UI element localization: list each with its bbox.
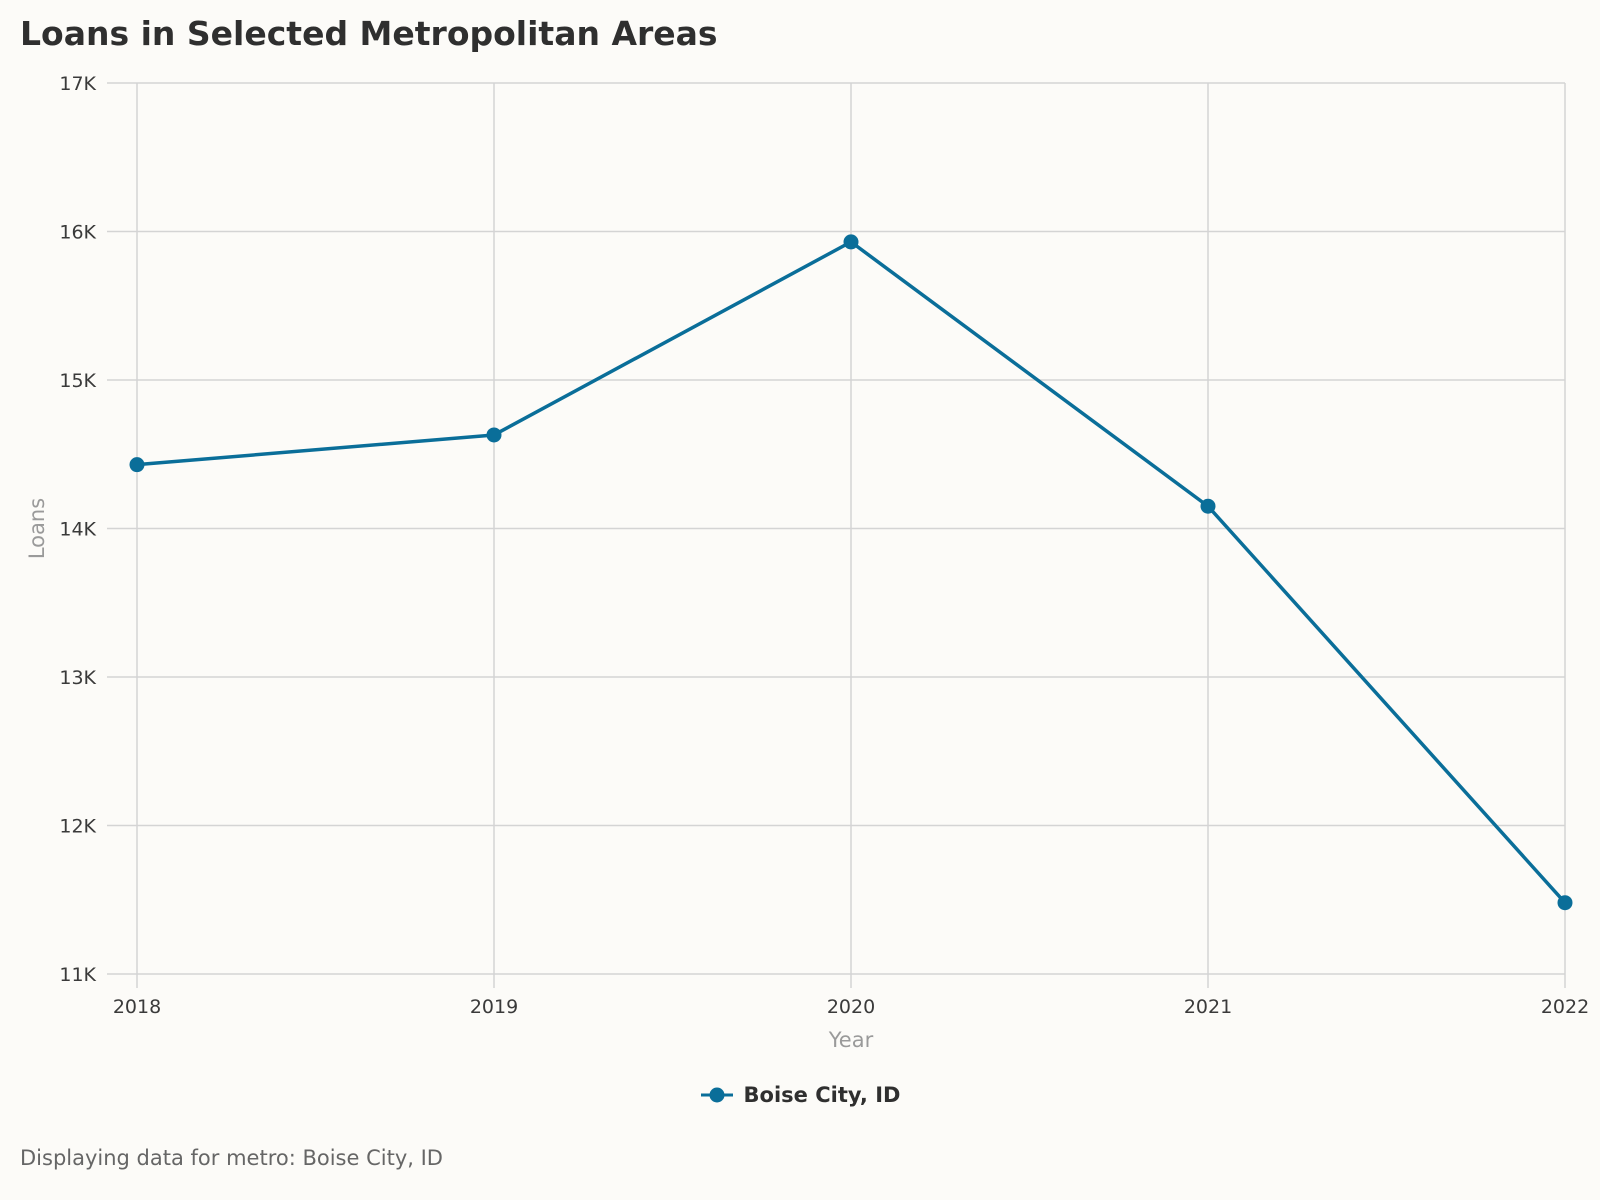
data-point[interactable] xyxy=(843,234,859,250)
data-point[interactable] xyxy=(1557,895,1573,911)
x-axis-title: Year xyxy=(828,1028,874,1052)
y-tick-label: 14K xyxy=(59,519,96,541)
y-axis-title: Loans xyxy=(25,498,49,559)
data-point[interactable] xyxy=(1200,498,1216,514)
y-tick-label: 13K xyxy=(59,667,96,689)
legend-line-marker-icon xyxy=(700,1087,733,1103)
x-tick-label: 2018 xyxy=(113,996,161,1018)
x-tick-label: 2020 xyxy=(827,996,875,1018)
legend-item-boise-city[interactable]: Boise City, ID xyxy=(700,1083,901,1107)
x-tick-label: 2022 xyxy=(1541,996,1589,1018)
y-tick-label: 16K xyxy=(59,222,96,244)
tick-labels: 11K 12K 13K 14K 15K 16K 17K 2018 2019 2020 2021 202… xyxy=(59,73,1589,1018)
y-tick-label: 15K xyxy=(59,370,96,392)
x-tick-label: 2019 xyxy=(470,996,518,1018)
data-point[interactable] xyxy=(486,427,502,443)
chart-title: Loans in Selected Metropolitan Areas xyxy=(20,14,718,53)
grid-layer xyxy=(107,82,1566,988)
data-point[interactable] xyxy=(129,457,145,473)
footer-note: Displaying data for metro: Boise City, I… xyxy=(20,1146,443,1170)
legend-label: Boise City, ID xyxy=(743,1083,901,1107)
x-tick-label: 2021 xyxy=(1184,996,1232,1018)
y-tick-label: 11K xyxy=(59,964,96,986)
legend: Boise City, ID xyxy=(0,1083,1600,1107)
y-tick-label: 12K xyxy=(59,816,96,838)
series-layer xyxy=(129,234,1573,911)
y-tick-label: 17K xyxy=(59,73,96,95)
